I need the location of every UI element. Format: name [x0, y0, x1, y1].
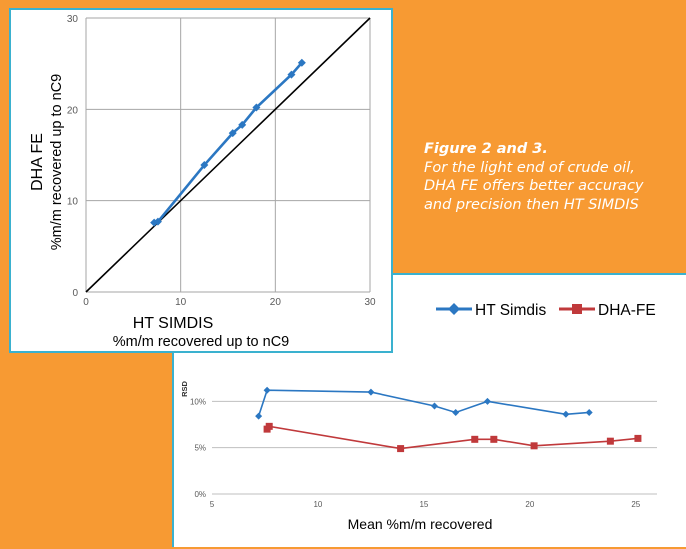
chart1-ylabel-line1: DHA FE — [29, 133, 46, 191]
legend-label-dha-fe: DHA-FE — [598, 302, 656, 319]
chart2-data-point — [431, 402, 438, 410]
parity-chart: 0 10 20 30 0 10 20 30 HT SIMDIS %m/m recovered … — [29, 14, 376, 350]
chart2-legend: HT Simdis DHA-FE — [436, 302, 656, 319]
chart1-x-tick-label: 10 — [175, 297, 187, 308]
chart1-data-point — [297, 58, 306, 67]
chart2-data-point — [263, 386, 271, 394]
legend-label-ht-simdis: HT Simdis — [475, 302, 546, 319]
chart2-series-line — [266, 425, 639, 450]
caption-heading: Figure 2 and 3. — [424, 141, 548, 157]
chart2-data-point — [452, 408, 460, 416]
chart1-data-point — [238, 120, 247, 129]
chart2-ylabel: RSD — [180, 381, 189, 397]
chart1-xlabel-line2: %m/m recovered up to nC9 — [113, 334, 290, 350]
chart1-reference-line — [85, 17, 371, 293]
chart2-data-point — [255, 412, 263, 420]
chart1-y-tick-label: 20 — [67, 105, 79, 116]
chart2-data-point — [606, 437, 614, 445]
chart2-x-tick-label: 20 — [525, 500, 534, 509]
chart2-x-tick-label: 15 — [419, 500, 428, 509]
chart2-xlabel: Mean %m/m recovered — [348, 516, 493, 532]
chart1-xlabel-line1: HT SIMDIS — [133, 315, 214, 332]
chart2-data-point — [562, 410, 570, 418]
chart2-y-tick-label: 10% — [190, 397, 206, 406]
legend-marker-dha-fe — [572, 304, 582, 314]
chart2-data-point — [367, 388, 375, 396]
chart1-y-tick-label: 10 — [67, 197, 79, 208]
chart1-y-tick-label: 0 — [72, 288, 78, 299]
chart1-x-tick-label: 0 — [83, 297, 89, 308]
chart2-data-point — [585, 408, 593, 416]
chart2-data-point — [397, 445, 405, 453]
chart2-x-tick-label: 10 — [313, 500, 322, 509]
chart2-data-point — [483, 397, 491, 405]
chart2-data-point — [471, 435, 479, 443]
chart1-data-point — [228, 129, 237, 138]
chart2-y-tick-label: 0% — [194, 490, 206, 499]
chart2-data-point — [490, 435, 498, 443]
chart1-x-tick-label: 30 — [364, 297, 376, 308]
parity-chart-panel: 0 10 20 30 0 10 20 30 HT SIMDIS %m/m recovered … — [9, 8, 393, 353]
chart1-x-tick-label: 20 — [270, 297, 282, 308]
rsd-chart: 0% 5% 10% 5 10 15 20 25 RSD Mean %m/m recovered… — [180, 302, 657, 532]
chart2-y-tick-label: 5% — [194, 444, 206, 453]
chart2-data-point — [530, 442, 538, 450]
chart1-series-line — [153, 61, 303, 224]
chart2-data-point — [265, 422, 273, 430]
figure-caption: Figure 2 and 3. For the light end of cru… — [424, 140, 669, 214]
chart1-y-tick-label: 30 — [67, 14, 79, 25]
chart1-data-point — [200, 161, 209, 170]
chart2-series-line — [257, 389, 590, 417]
chart2-data-point — [634, 434, 642, 442]
chart1-ylabel-line2: %m/m recovered up to nC9 — [49, 74, 65, 251]
caption-body: For the light end of crude oil, DHA FE o… — [424, 159, 644, 213]
legend-marker-ht-simdis — [448, 303, 460, 315]
chart1-data-point — [252, 103, 261, 112]
chart1-data-point — [153, 217, 162, 226]
chart2-x-tick-label: 25 — [631, 500, 640, 509]
chart2-x-tick-label: 5 — [210, 500, 215, 509]
chart1-data-point — [287, 70, 296, 79]
